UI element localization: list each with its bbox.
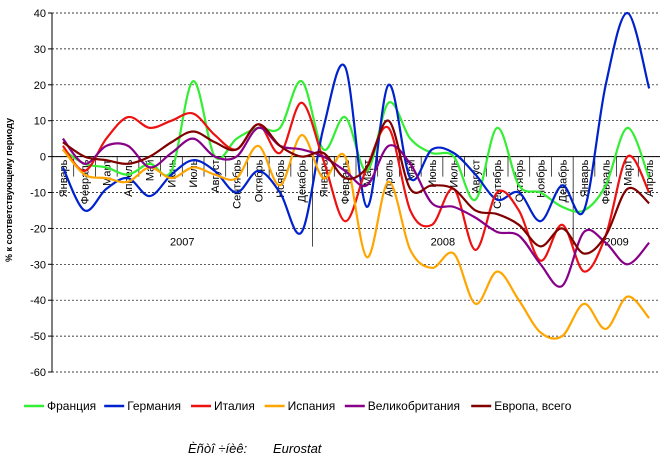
line [62,119,650,255]
x-tick-label: Апрель [644,159,656,197]
y-axis-label: % к соответствующему периоду [4,118,14,262]
year-label: 2008 [431,237,455,249]
x-tick-label: Август [210,160,222,193]
legend-label: Германия [127,399,181,413]
source: Eurostat [273,441,323,456]
x-tick-label: Март [622,160,634,186]
y-tick-label: 40 [34,8,46,20]
y-tick-label: -10 [30,188,46,200]
x-tick-label: Июль [449,159,461,187]
legend-label: Испания [288,399,336,413]
y-tick-label: -30 [30,259,46,271]
legend-label: Великобритания [368,399,460,413]
x-tick-label: Июль [188,159,200,187]
x-tick-label: Январь [579,159,591,197]
source-label: Èñòî ÷íèê: [188,441,248,456]
y-tick-label: -20 [30,223,46,235]
legend-label: Европа, всего [494,399,572,413]
x-tick-label: Октябрь [253,159,265,202]
x-tick-label: Март [101,160,113,186]
x-tick-label: Сентябрь [232,159,244,209]
legend-label: Италия [214,399,255,413]
y-tick-label: -60 [30,367,46,379]
line [61,11,651,235]
y-tick-label: 10 [34,116,46,128]
year-label: 2009 [604,237,628,249]
y-tick-label: 0 [40,152,46,164]
line [62,133,650,340]
x-tick-label: Июнь [427,159,439,187]
x-tick-label: Ноябрь [536,159,548,197]
y-tick-label: -40 [30,295,46,307]
legend-label: Франция [47,399,96,413]
line [61,126,650,288]
y-tick-label: 30 [34,44,46,56]
y-tick-label: -50 [30,331,46,343]
y-tick-label: 20 [34,80,46,92]
x-tick-label: Декабрь [557,159,569,202]
x-tick-label: Январь [58,159,70,197]
x-tick-label: Декабрь [297,159,309,202]
year-label: 2007 [170,237,194,249]
